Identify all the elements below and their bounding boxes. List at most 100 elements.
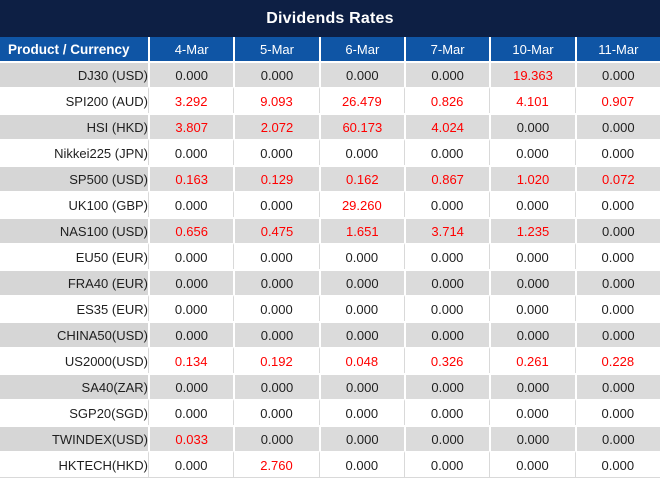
rate-value-cell: 0.000: [489, 191, 575, 217]
rate-value-cell: 0.192: [233, 347, 319, 373]
rate-value-cell: 0.000: [233, 139, 319, 165]
rate-value-cell: 0.000: [318, 243, 404, 269]
product-label: EU50 (EUR): [0, 243, 148, 269]
rate-value-cell: 0.000: [574, 139, 660, 165]
table-row: NAS100 (USD) 0.656 0.475 1.651 3.714 1.235 0.0…: [0, 217, 660, 243]
rate-value-cell: 0.000: [489, 269, 575, 295]
product-label: DJ30 (USD): [0, 61, 148, 87]
rate-value-cell: 0.000: [574, 373, 660, 399]
date-column-header: 6-Mar: [318, 37, 404, 61]
table-row: SGP20(SGD) 0.000 0.000 0.000 0.000 0.000 0.000: [0, 399, 660, 425]
product-label: ES35 (EUR): [0, 295, 148, 321]
rate-value-cell: 3.714: [403, 217, 490, 243]
table-row: Nikkei225 (JPN) 0.000 0.000 0.000 0.000 0.000…: [0, 139, 660, 165]
rate-value-cell: 0.000: [148, 243, 234, 269]
rate-value-cell: 0.000: [148, 191, 234, 217]
rate-value-cell: 0.000: [574, 191, 660, 217]
rate-value-cell: 0.000: [574, 451, 660, 477]
rate-value-cell: 0.000: [489, 451, 575, 477]
rate-value-cell: 0.000: [489, 139, 575, 165]
rate-value-cell: 1.651: [318, 217, 404, 243]
table-row: SP500 (USD) 0.163 0.129 0.162 0.867 1.020 0.07…: [0, 165, 660, 191]
rate-value-cell: 0.000: [574, 113, 660, 139]
table-row: SA40(ZAR) 0.000 0.000 0.000 0.000 0.000 0.000: [0, 373, 660, 399]
date-column-header: 4-Mar: [148, 37, 234, 61]
dividends-rates-table: Product / Currency 4-Mar 5-Mar 6-Mar 7-Mar 1…: [0, 37, 660, 478]
rate-value-cell: 0.000: [318, 295, 404, 321]
rate-value-cell: 0.000: [148, 399, 234, 425]
rate-value-cell: 0.000: [233, 269, 319, 295]
rate-value-cell: 0.000: [574, 321, 660, 347]
rate-value-cell: 0.000: [489, 321, 575, 347]
rate-value-cell: 2.760: [233, 451, 319, 477]
rate-value-cell: 0.129: [233, 165, 319, 191]
rate-value-cell: 0.000: [233, 399, 319, 425]
rate-value-cell: 0.000: [318, 399, 404, 425]
rate-value-cell: 0.907: [574, 87, 660, 113]
product-label: FRA40 (EUR): [0, 269, 148, 295]
table-row: HSI (HKD) 3.807 2.072 60.173 4.024 0.000 0.000: [0, 113, 660, 139]
rate-value-cell: 0.261: [489, 347, 575, 373]
rate-value-cell: 0.000: [574, 243, 660, 269]
product-label: HSI (HKD): [0, 113, 148, 139]
table-header-row: Product / Currency 4-Mar 5-Mar 6-Mar 7-Mar 1…: [0, 37, 660, 61]
product-label: NAS100 (USD): [0, 217, 148, 243]
product-label: Nikkei225 (JPN): [0, 139, 148, 165]
product-label: SPI200 (AUD): [0, 87, 148, 113]
rate-value-cell: 0.000: [574, 61, 660, 87]
rate-value-cell: 0.228: [574, 347, 660, 373]
rate-value-cell: 0.000: [233, 191, 319, 217]
rate-value-cell: 0.000: [403, 139, 490, 165]
date-column-header: 7-Mar: [403, 37, 490, 61]
rate-value-cell: 0.000: [489, 113, 575, 139]
rate-value-cell: 0.162: [318, 165, 404, 191]
rate-value-cell: 0.000: [574, 399, 660, 425]
product-currency-header: Product / Currency: [0, 37, 148, 61]
rate-value-cell: 0.000: [403, 451, 490, 477]
rate-value-cell: 0.826: [403, 87, 490, 113]
rate-value-cell: 0.656: [148, 217, 234, 243]
rate-value-cell: 0.000: [489, 425, 575, 451]
rate-value-cell: 0.072: [574, 165, 660, 191]
rate-value-cell: 0.326: [403, 347, 490, 373]
rate-value-cell: 0.000: [318, 61, 404, 87]
rate-value-cell: 0.000: [489, 295, 575, 321]
date-column-header: 11-Mar: [574, 37, 660, 61]
rate-value-cell: 0.000: [403, 399, 490, 425]
rate-value-cell: 0.000: [148, 269, 234, 295]
rate-value-cell: 0.000: [318, 321, 404, 347]
panel-title: Dividends Rates: [0, 0, 660, 37]
rate-value-cell: 0.000: [148, 139, 234, 165]
rate-value-cell: 0.000: [318, 451, 404, 477]
rate-value-cell: 60.173: [318, 113, 404, 139]
rate-value-cell: 0.000: [574, 425, 660, 451]
rate-value-cell: 0.134: [148, 347, 234, 373]
rate-value-cell: 0.000: [489, 373, 575, 399]
rate-value-cell: 0.000: [403, 295, 490, 321]
rate-value-cell: 0.000: [403, 61, 490, 87]
rate-value-cell: 1.020: [489, 165, 575, 191]
rate-value-cell: 26.479: [318, 87, 404, 113]
rate-value-cell: 2.072: [233, 113, 319, 139]
rate-value-cell: 0.000: [574, 217, 660, 243]
rate-value-cell: 0.000: [574, 269, 660, 295]
product-label: CHINA50(USD): [0, 321, 148, 347]
rate-value-cell: 19.363: [489, 61, 575, 87]
rate-value-cell: 0.000: [489, 399, 575, 425]
rate-value-cell: 0.163: [148, 165, 234, 191]
rate-value-cell: 0.033: [148, 425, 234, 451]
rate-value-cell: 0.000: [233, 321, 319, 347]
date-column-header: 5-Mar: [233, 37, 319, 61]
table-row: SPI200 (AUD) 3.292 9.093 26.479 0.826 4.101 0.…: [0, 87, 660, 113]
rate-value-cell: 0.000: [233, 373, 319, 399]
rate-value-cell: 0.000: [403, 321, 490, 347]
rate-value-cell: 0.000: [233, 243, 319, 269]
rate-value-cell: 3.292: [148, 87, 234, 113]
table-row: US2000(USD) 0.134 0.192 0.048 0.326 0.261 0.22…: [0, 347, 660, 373]
rate-value-cell: 4.101: [489, 87, 575, 113]
rate-value-cell: 0.000: [233, 425, 319, 451]
rate-value-cell: 0.867: [403, 165, 490, 191]
rate-value-cell: 0.000: [148, 451, 234, 477]
rate-value-cell: 9.093: [233, 87, 319, 113]
table-row: DJ30 (USD) 0.000 0.000 0.000 0.000 19.363 0.00…: [0, 61, 660, 87]
